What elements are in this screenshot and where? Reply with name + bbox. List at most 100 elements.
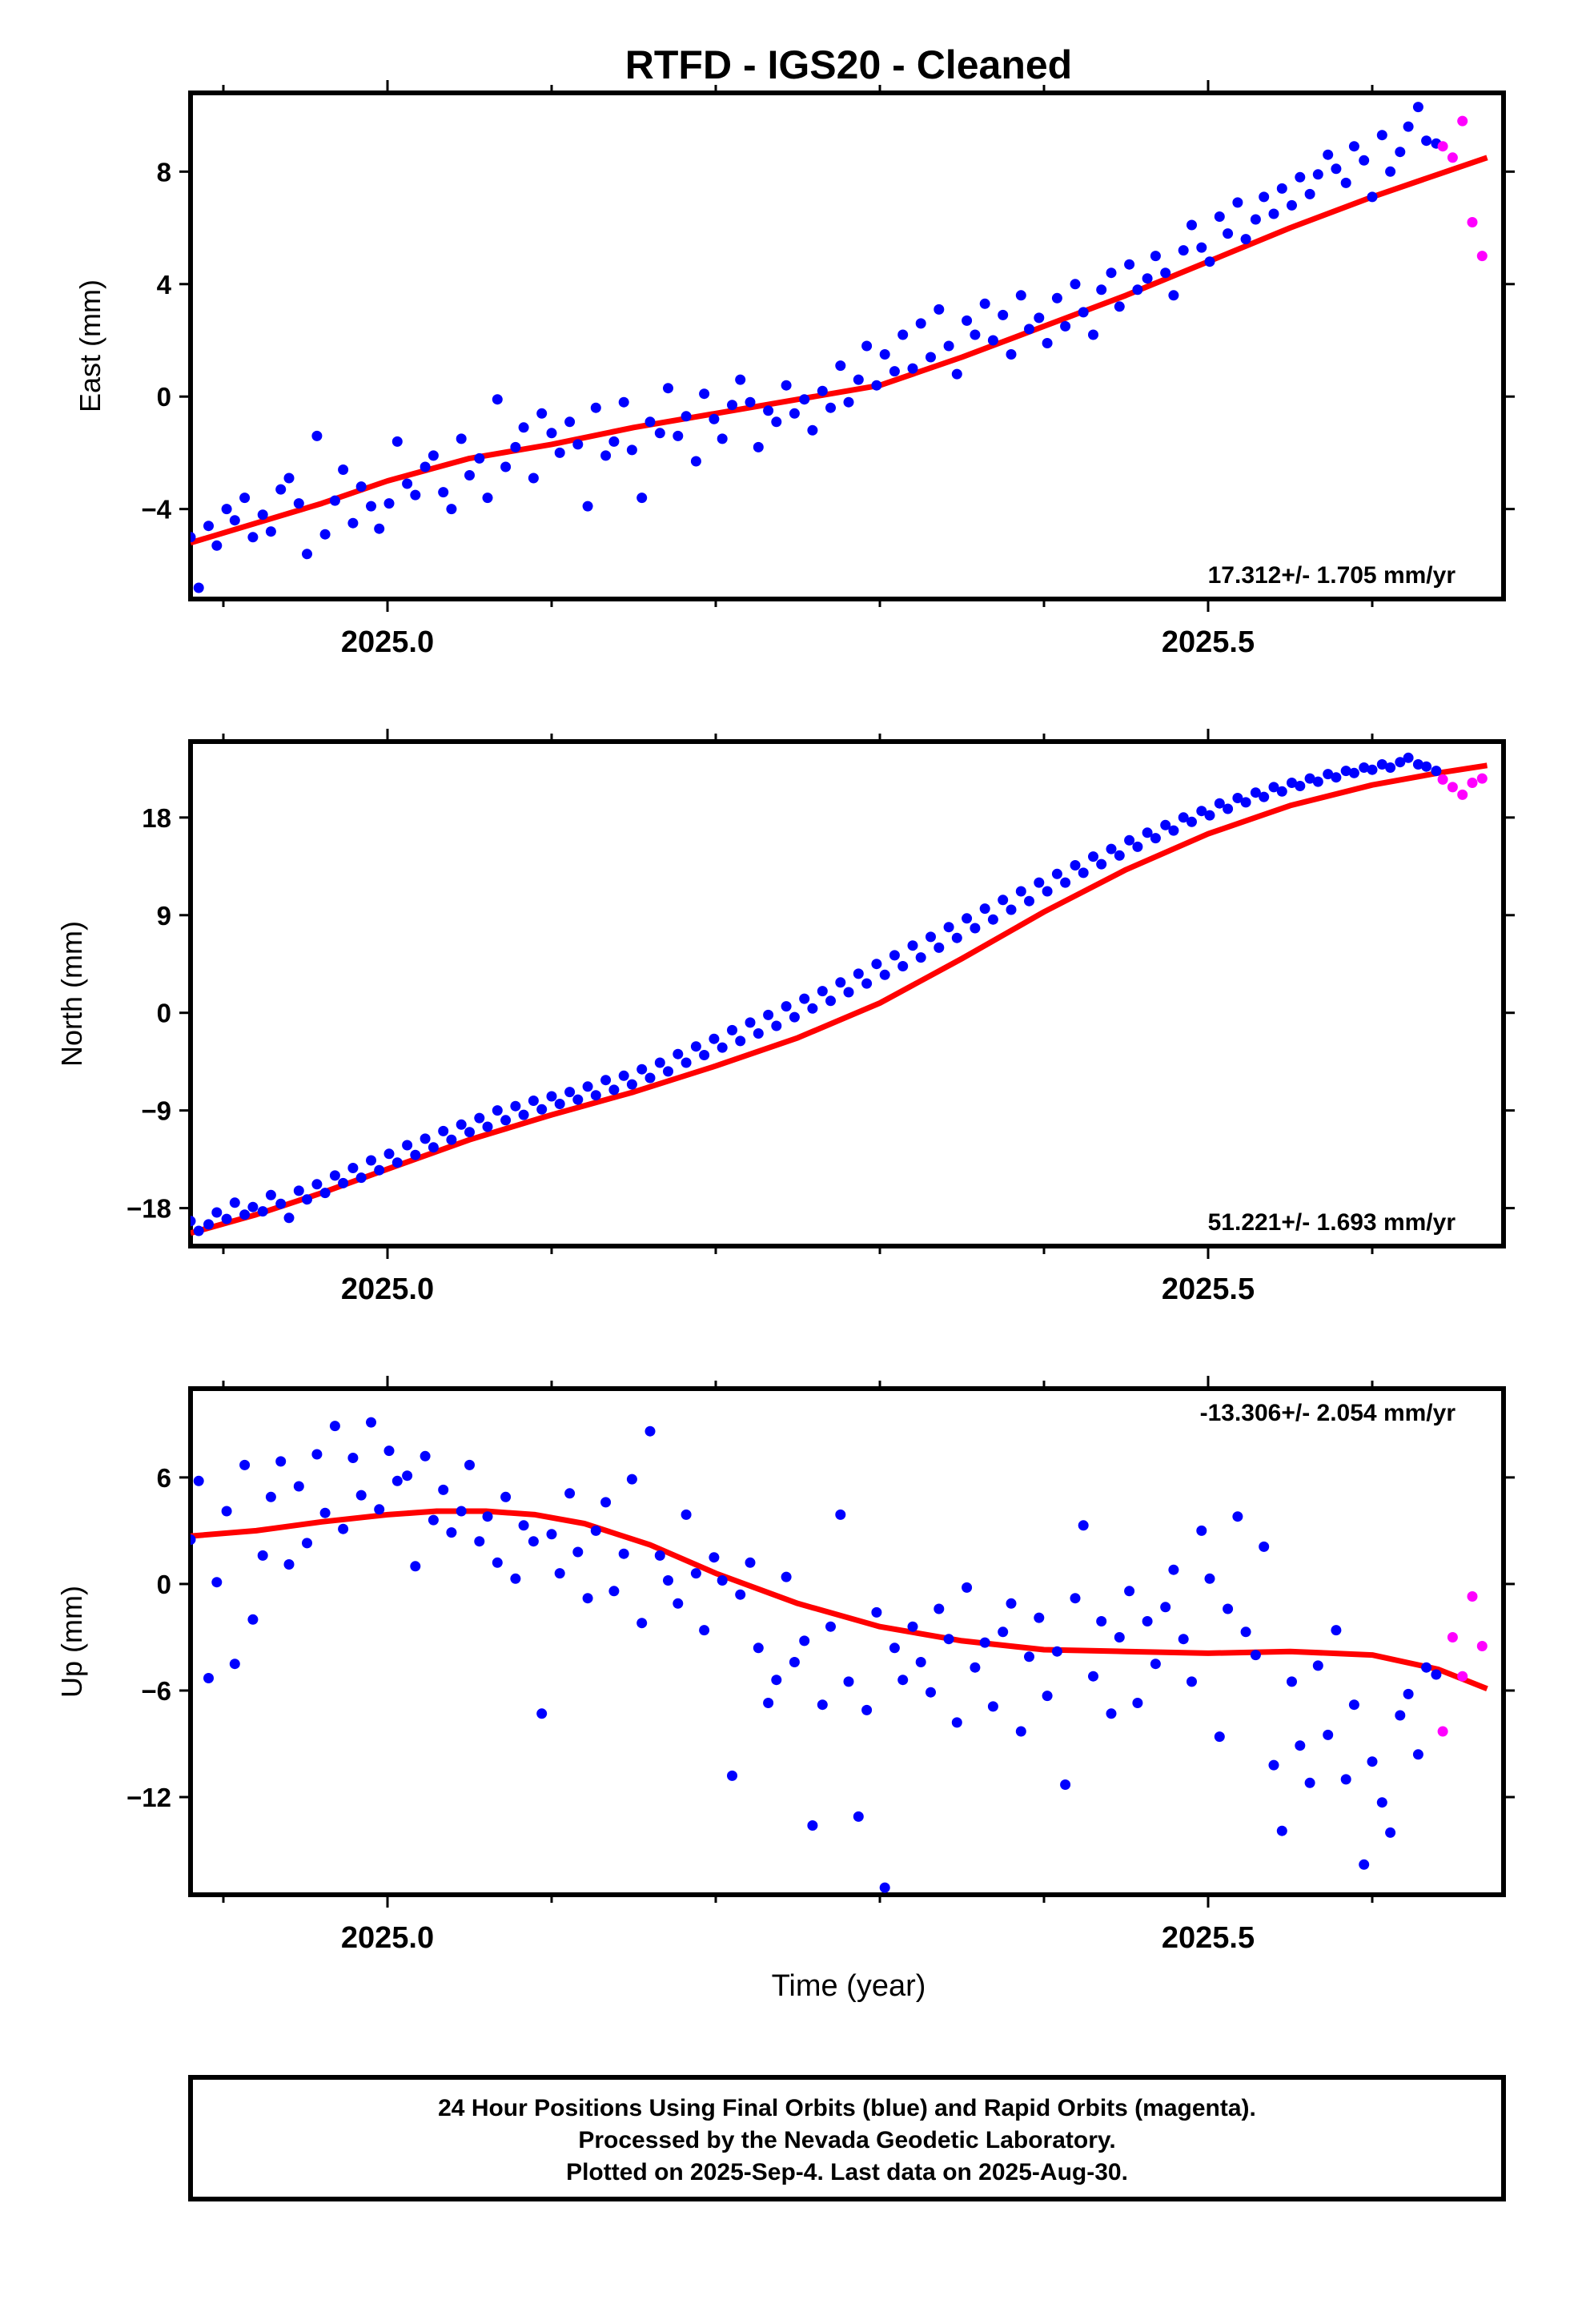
final-orbit-point: [789, 408, 800, 419]
y-tick-label: 0: [157, 999, 171, 1028]
final-orbit-point: [608, 436, 620, 447]
final-orbit-point: [1124, 834, 1135, 846]
final-orbit-point: [446, 504, 457, 515]
final-orbit-point: [789, 1657, 800, 1667]
final-orbit-point: [338, 1523, 349, 1534]
x-tick-label: 2025.0: [341, 1921, 434, 1955]
final-orbit-point: [1359, 762, 1370, 773]
final-orbit-point: [1348, 141, 1359, 152]
final-orbit-point: [753, 1028, 764, 1039]
final-orbit-point: [825, 402, 836, 413]
final-orbit-point: [943, 1634, 954, 1645]
final-orbit-point: [644, 1072, 656, 1084]
final-orbit-point: [825, 1621, 836, 1632]
up-trend-line: [191, 1508, 1488, 1692]
final-orbit-point: [338, 464, 349, 475]
final-orbit-point: [907, 1621, 918, 1632]
final-orbit-point: [1015, 1726, 1026, 1737]
final-orbit-point: [211, 1577, 223, 1588]
final-orbit-point: [383, 1148, 395, 1160]
final-orbit-point: [257, 1206, 268, 1217]
final-orbit-point: [1060, 877, 1071, 888]
final-orbit-point: [817, 1699, 828, 1711]
final-orbit-point: [998, 895, 1009, 906]
x-tick-label: 2025.0: [341, 1273, 434, 1306]
final-orbit-point: [510, 1100, 521, 1112]
final-orbit-point: [1015, 290, 1026, 301]
final-orbit-point: [510, 441, 521, 452]
final-orbit-point: [636, 1063, 648, 1075]
rapid-orbit-point: [1457, 115, 1468, 127]
final-orbit-point: [825, 995, 836, 1007]
final-orbit-point: [618, 396, 629, 408]
final-orbit-point: [962, 1582, 973, 1593]
final-orbit-point: [536, 1104, 548, 1115]
final-orbit-point: [962, 315, 973, 326]
final-orbit-point: [1142, 1616, 1153, 1626]
final-orbit-point: [420, 1133, 431, 1144]
final-orbit-point: [1106, 843, 1117, 854]
y-tick-label: −9: [141, 1096, 171, 1126]
final-orbit-point: [644, 1425, 656, 1437]
final-orbit-point: [943, 922, 954, 933]
final-orbit-point: [1385, 1827, 1396, 1838]
final-orbit-point: [1367, 1756, 1378, 1767]
final-orbit-point: [1132, 284, 1143, 296]
y-tick-label: 9: [157, 901, 171, 931]
final-orbit-point: [311, 430, 323, 441]
final-orbit-point: [1376, 1797, 1387, 1808]
final-orbit-point: [211, 1207, 223, 1218]
final-orbit-point: [962, 913, 973, 924]
final-orbit-point: [374, 523, 385, 534]
figure-title: RTFD - IGS20 - Cleaned: [625, 42, 1072, 87]
final-orbit-point: [1160, 819, 1171, 830]
final-orbit-point: [853, 968, 864, 979]
final-orbit-point: [311, 1449, 323, 1460]
final-orbit-point: [781, 380, 792, 391]
final-orbit-point: [717, 1575, 728, 1586]
final-orbit-point: [934, 1603, 945, 1614]
final-orbit-point: [1385, 166, 1396, 177]
final-orbit-point: [293, 1481, 304, 1492]
final-orbit-point: [799, 394, 810, 405]
rapid-orbit-point: [1476, 1641, 1488, 1651]
final-orbit-point: [951, 1717, 962, 1728]
final-orbit-point: [998, 309, 1009, 320]
final-orbit-point: [654, 1057, 665, 1068]
final-orbit-point: [1114, 301, 1125, 312]
final-orbit-point: [753, 1642, 764, 1654]
final-orbit-point: [564, 1488, 576, 1499]
final-orbit-point: [644, 416, 656, 428]
final-orbit-point: [1178, 1634, 1189, 1645]
east-data: [191, 102, 1488, 593]
final-orbit-point: [265, 1491, 276, 1502]
final-orbit-point: [1250, 787, 1261, 798]
final-orbit-point: [1295, 1740, 1306, 1751]
final-orbit-point: [1150, 251, 1161, 262]
final-orbit-point: [600, 450, 612, 461]
final-orbit-point: [853, 374, 864, 385]
final-orbit-point: [554, 1099, 565, 1109]
final-orbit-point: [654, 428, 665, 439]
final-orbit-point: [915, 952, 926, 963]
rapid-orbit-point: [1457, 1671, 1468, 1682]
final-orbit-point: [1403, 121, 1414, 132]
y-tick-label: 0: [157, 382, 171, 412]
final-orbit-point: [817, 385, 828, 396]
final-orbit-point: [1403, 1688, 1414, 1699]
y-tick-label: 8: [157, 157, 171, 187]
final-orbit-point: [1323, 769, 1334, 780]
final-orbit-point: [191, 532, 196, 543]
final-orbit-point: [564, 416, 576, 428]
final-orbit-point: [265, 526, 276, 537]
final-orbit-point: [402, 1140, 413, 1151]
final-orbit-point: [1276, 1825, 1287, 1836]
final-orbit-point: [1240, 1626, 1251, 1638]
final-orbit-point: [1259, 191, 1270, 203]
final-orbit-point: [193, 582, 204, 593]
final-orbit-point: [1088, 329, 1098, 340]
final-orbit-point: [1367, 764, 1378, 775]
final-orbit-point: [735, 1589, 746, 1600]
final-orbit-point: [1304, 773, 1315, 784]
final-orbit-point: [510, 1573, 521, 1584]
